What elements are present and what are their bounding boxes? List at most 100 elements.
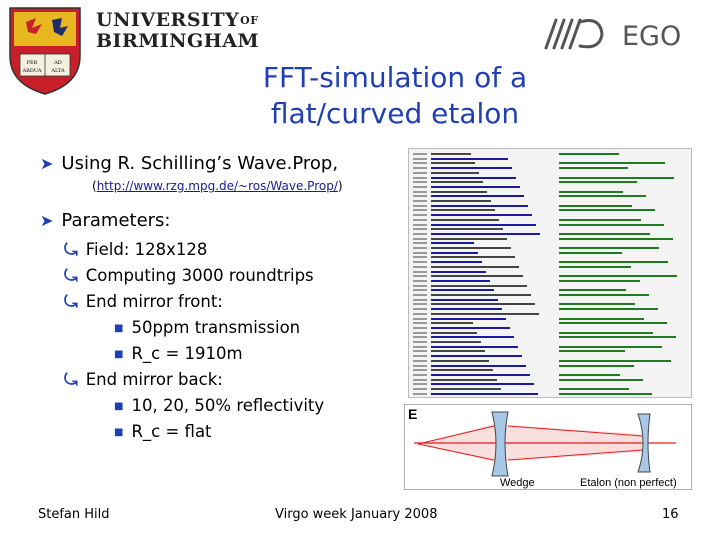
etalon-glass [637, 413, 651, 473]
code-line [431, 279, 490, 282]
code-line [431, 270, 486, 273]
code-line [413, 181, 427, 184]
code-line [431, 369, 493, 372]
code-line [431, 256, 515, 259]
code-line [431, 294, 531, 296]
code-line [559, 373, 620, 376]
code-line [431, 265, 519, 268]
code-line [431, 153, 471, 155]
code-line [431, 355, 522, 358]
code-line [413, 167, 427, 170]
code-line [559, 378, 643, 381]
code-line [413, 373, 427, 376]
code-line [431, 383, 534, 386]
code-line [413, 364, 427, 367]
code-line [431, 303, 535, 306]
title-line-2: flat/curved etalon [270, 97, 520, 130]
code-line [413, 265, 427, 268]
param-rc-back: ■ R_c = flat [114, 422, 212, 441]
code-line [431, 157, 508, 160]
code-line [431, 275, 523, 278]
code-line [413, 209, 427, 212]
code-line [431, 326, 510, 329]
code-line [559, 162, 665, 165]
code-line [431, 251, 478, 254]
code-line [559, 279, 640, 282]
code-line [431, 204, 528, 207]
square-bullet-icon: ■ [114, 349, 124, 360]
code-line [559, 308, 658, 311]
code-line [559, 322, 667, 325]
code-line [413, 279, 427, 282]
param-end-front: ⤿ End mirror front: [64, 292, 223, 311]
footer-page-number: 16 [662, 507, 679, 522]
etalon-diagram: E Wedge Etalon (non perfect) [404, 404, 692, 490]
code-line [413, 200, 427, 202]
code-line [413, 331, 427, 334]
code-line [431, 185, 520, 188]
curved-arrow-bullet-icon: ⤿ [64, 292, 78, 311]
bullet-parameters: ➤ Parameters: [40, 210, 171, 231]
code-line [431, 359, 489, 362]
code-line [413, 256, 427, 259]
code-line [559, 388, 629, 390]
code-line [559, 247, 659, 249]
code-line [431, 218, 499, 221]
code-line [413, 153, 427, 155]
square-bullet-icon: ■ [114, 427, 124, 438]
code-line [413, 171, 427, 174]
code-line [431, 200, 491, 202]
waveprop-link[interactable]: http://www.rzg.mpg.de/~ros/Wave.Prop/ [96, 179, 338, 193]
code-line [431, 247, 511, 249]
code-line [431, 345, 518, 348]
diagram-label-e: E [408, 406, 417, 422]
code-line [559, 345, 662, 348]
ego-logo-text: EGO [622, 21, 681, 52]
code-line [413, 312, 427, 315]
param-computing: ⤿ Computing 3000 roundtrips [64, 266, 314, 285]
code-line [413, 242, 427, 245]
code-line [413, 392, 427, 395]
wedge-glass [491, 411, 509, 477]
code-line [413, 251, 427, 254]
code-line [431, 181, 483, 184]
code-line [431, 312, 539, 315]
code-line [413, 298, 427, 301]
code-line [559, 223, 664, 226]
code-line [431, 284, 527, 287]
code-line [413, 388, 427, 390]
diagram-label-etalon: Etalon (non perfect) [580, 477, 677, 489]
code-line [413, 341, 427, 343]
curved-arrow-bullet-icon: ⤿ [64, 240, 78, 259]
slide-title: FFT-simulation of a flat/curved etalon [150, 60, 640, 132]
code-line [431, 378, 497, 381]
code-line [559, 237, 673, 240]
square-bullet-icon: ■ [114, 401, 124, 412]
code-line [413, 185, 427, 188]
code-line [413, 237, 427, 240]
code-line [559, 181, 637, 184]
waveprop-code-screenshot [408, 148, 692, 398]
arrow-bullet-icon: ➤ [40, 211, 54, 230]
code-line [413, 195, 427, 198]
code-line [413, 284, 427, 287]
code-line [413, 345, 427, 348]
code-line [559, 190, 623, 193]
code-line [413, 162, 427, 165]
code-line [413, 270, 427, 273]
code-line [413, 336, 427, 339]
code-line [413, 275, 427, 278]
code-line [413, 204, 427, 207]
code-line [431, 190, 487, 193]
code-line [431, 336, 514, 339]
code-line [431, 308, 502, 311]
code-line [413, 317, 427, 320]
code-line [431, 162, 475, 165]
code-line [413, 322, 427, 325]
code-line [413, 369, 427, 372]
code-line [431, 214, 532, 217]
svg-text:ALTA: ALTA [50, 68, 65, 74]
code-line [431, 388, 501, 390]
code-line [431, 167, 512, 170]
footer-author: Stefan Hild [38, 507, 110, 522]
